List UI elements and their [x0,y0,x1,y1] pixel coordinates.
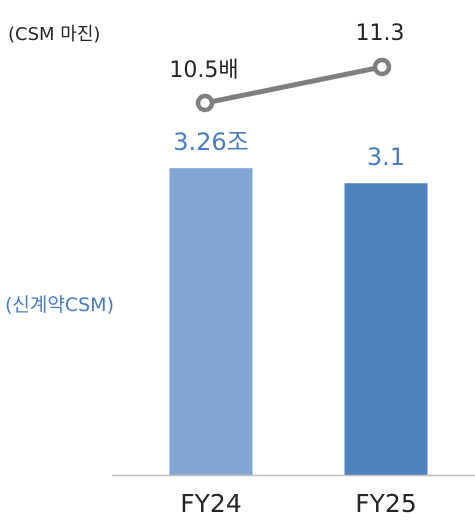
labels-layer: 3.26조 3.1 FY24 FY25 10.5배 11.3 [169,21,416,518]
line-point-fy24 [195,93,215,113]
bar-fy25 [344,183,428,475]
bar-fy24 [169,168,253,476]
line-data-label: 11.3 [356,21,405,46]
x-tick-label: FY25 [355,489,416,518]
bar-data-label: 3.1 [367,143,405,171]
line-series-name: (CSM 마진) [8,24,100,45]
line-layer [195,57,392,113]
line-data-label: 10.5배 [169,58,238,83]
line-point-fy25 [372,57,392,77]
line-series-path [202,64,385,106]
x-tick-label: FY24 [180,489,241,518]
bars-layer [169,168,428,476]
bar-series-name: (신계약CSM) [5,294,114,316]
bar-data-label: 3.26조 [173,128,249,156]
